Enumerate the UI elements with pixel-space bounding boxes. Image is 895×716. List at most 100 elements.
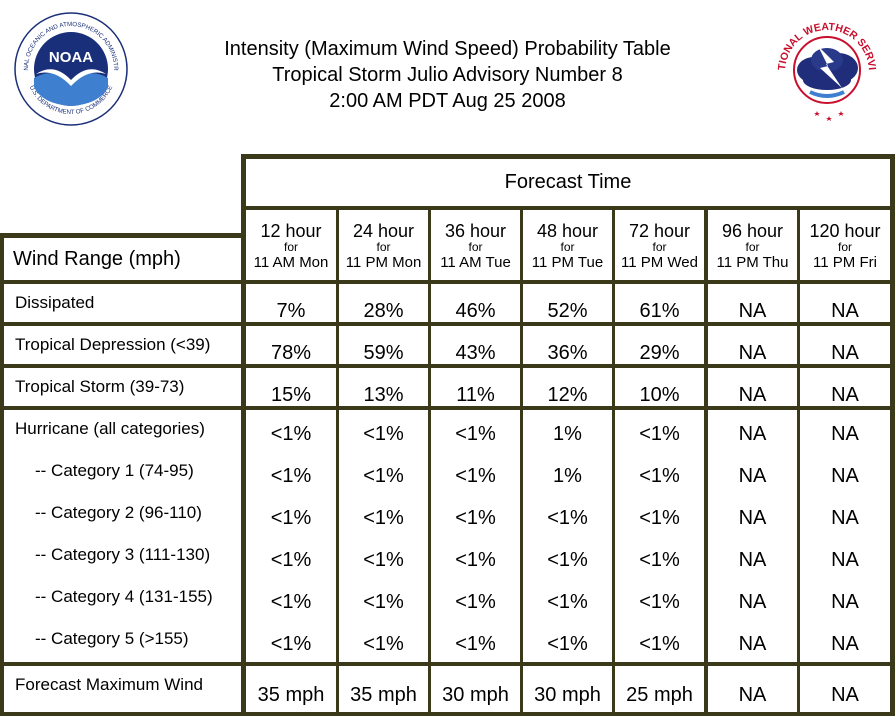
column-time: 11 PM Wed — [621, 254, 698, 271]
value-cell-dissipated: 28% — [339, 284, 428, 322]
value-text: <1% — [639, 423, 680, 445]
column-for: for — [745, 240, 760, 254]
value-cell-dissipated: 61% — [615, 284, 704, 322]
value-text: NA — [831, 384, 859, 406]
value-cell-tropical-depression: 43% — [431, 326, 520, 364]
value-cell-hurricane-block: NA NA NA NA NA NA — [800, 410, 890, 662]
value-text: <1% — [455, 507, 496, 529]
column-hours: 12 hour — [260, 221, 322, 241]
value-text: NA — [738, 342, 767, 364]
value-text: <1% — [363, 465, 404, 487]
column-hours: 48 hour — [536, 221, 599, 241]
row-label-category-4: -- Category 4 (131-155) — [35, 587, 213, 606]
value-cell-dissipated: 7% — [246, 284, 336, 322]
column-header-72h: 72 hour for 11 PM Wed — [615, 210, 704, 280]
column-for: for — [560, 240, 575, 254]
noaa-logo: NATIONAL OCEANIC AND ATMOSPHERIC ADMINIS… — [14, 12, 128, 126]
value-text: NA — [738, 300, 767, 322]
value-text: <1% — [547, 549, 588, 571]
value-text: 25 mph — [626, 684, 693, 706]
column-for: for — [468, 240, 483, 254]
row-label-text: Tropical Depression (<39) — [15, 335, 211, 354]
value-text: NA — [738, 633, 767, 655]
noaa-logo-text: NOAA — [49, 49, 93, 66]
value-text: 35 mph — [257, 684, 325, 706]
value-text: <1% — [639, 507, 680, 529]
column-time: 11 PM Mon — [345, 254, 422, 271]
value-text: NA — [831, 342, 859, 364]
value-text: NA — [738, 549, 767, 571]
value-cell-tropical-depression: 59% — [339, 326, 428, 364]
value-cell-tropical-storm: 12% — [523, 368, 612, 406]
value-text: <1% — [270, 423, 312, 445]
column-hours: 120 hour — [809, 221, 881, 241]
page-title: Intensity (Maximum Wind Speed) Probabili… — [150, 36, 745, 114]
value-text: <1% — [363, 633, 404, 655]
value-text: 11% — [456, 384, 495, 406]
value-cell-hurricane-block: 1% 1% <1% <1% <1% <1% — [523, 410, 612, 662]
value-text: <1% — [455, 633, 496, 655]
value-text: NA — [831, 300, 859, 322]
value-cell-tropical-storm: 11% — [431, 368, 520, 406]
value-text: NA — [831, 507, 859, 529]
value-text: 59% — [363, 342, 404, 364]
probability-table: Forecast Time Wind Range (mph) 12 hour f… — [0, 154, 895, 716]
value-text: <1% — [270, 549, 312, 571]
value-text: 30 mph — [534, 684, 601, 706]
value-cell-dissipated: 46% — [431, 284, 520, 322]
value-text: NA — [831, 684, 859, 706]
value-cell-tropical-storm: 10% — [615, 368, 704, 406]
value-text: <1% — [455, 549, 496, 571]
value-text: NA — [738, 423, 767, 445]
column-hours: 72 hour — [628, 221, 691, 241]
value-cell-forecast-max-wind: 35 mph — [339, 666, 428, 712]
value-text: <1% — [639, 549, 680, 571]
nws-logo: NATIONAL WEATHER SERVICE — [770, 10, 878, 121]
value-text: <1% — [270, 591, 312, 613]
column-hours: 36 hour — [444, 221, 507, 241]
column-time: 11 AM Tue — [440, 254, 511, 271]
value-text: 12% — [547, 384, 588, 406]
column-hours: 96 hour — [721, 221, 784, 241]
value-cell-tropical-depression: 29% — [615, 326, 704, 364]
column-header-48h: 48 hour for 11 PM Tue — [523, 210, 612, 280]
row-label-category-3: -- Category 3 (111-130) — [35, 545, 211, 564]
row-label-tropical-storm: Tropical Storm (39-73) — [4, 368, 241, 406]
column-for: for — [652, 240, 667, 254]
value-text: 78% — [270, 342, 312, 364]
value-cell-tropical-storm: NA — [800, 368, 890, 406]
forecast-time-header: Forecast Time — [246, 159, 890, 206]
value-text: <1% — [547, 633, 588, 655]
value-cell-tropical-depression: 36% — [523, 326, 612, 364]
value-cell-dissipated: NA — [800, 284, 890, 322]
value-cell-hurricane-block: <1% <1% <1% <1% <1% <1% — [431, 410, 520, 662]
row-label-text: Forecast Maximum Wind — [15, 675, 203, 694]
value-cell-tropical-depression: NA — [800, 326, 890, 364]
value-text: <1% — [455, 591, 496, 613]
column-time: 11 AM Mon — [253, 254, 329, 271]
value-text: 15% — [270, 384, 312, 406]
value-text: 1% — [553, 423, 582, 445]
row-label-category-5: -- Category 5 (>155) — [35, 629, 189, 648]
value-cell-tropical-storm: NA — [708, 368, 797, 406]
value-text: <1% — [363, 591, 404, 613]
value-text: NA — [738, 591, 767, 613]
value-text: NA — [738, 384, 767, 406]
value-text: 61% — [639, 300, 680, 322]
value-text: <1% — [639, 591, 680, 613]
value-text: <1% — [363, 549, 404, 571]
row-label-forecast-max-wind: Forecast Maximum Wind — [4, 666, 241, 712]
value-cell-hurricane-block: <1% <1% <1% <1% <1% <1% — [339, 410, 428, 662]
value-text: NA — [738, 507, 767, 529]
column-header-24h: 24 hour for 11 PM Mon — [339, 210, 428, 280]
row-label-category-2: -- Category 2 (96-110) — [35, 503, 202, 522]
value-cell-forecast-max-wind: 25 mph — [615, 666, 704, 712]
value-text: 43% — [455, 342, 496, 364]
value-text: <1% — [270, 633, 312, 655]
value-cell-forecast-max-wind: 30 mph — [431, 666, 520, 712]
value-text: <1% — [270, 507, 312, 529]
value-text: <1% — [455, 423, 496, 445]
value-cell-forecast-max-wind: 30 mph — [523, 666, 612, 712]
value-text: 10% — [639, 384, 680, 406]
value-cell-tropical-storm: 13% — [339, 368, 428, 406]
